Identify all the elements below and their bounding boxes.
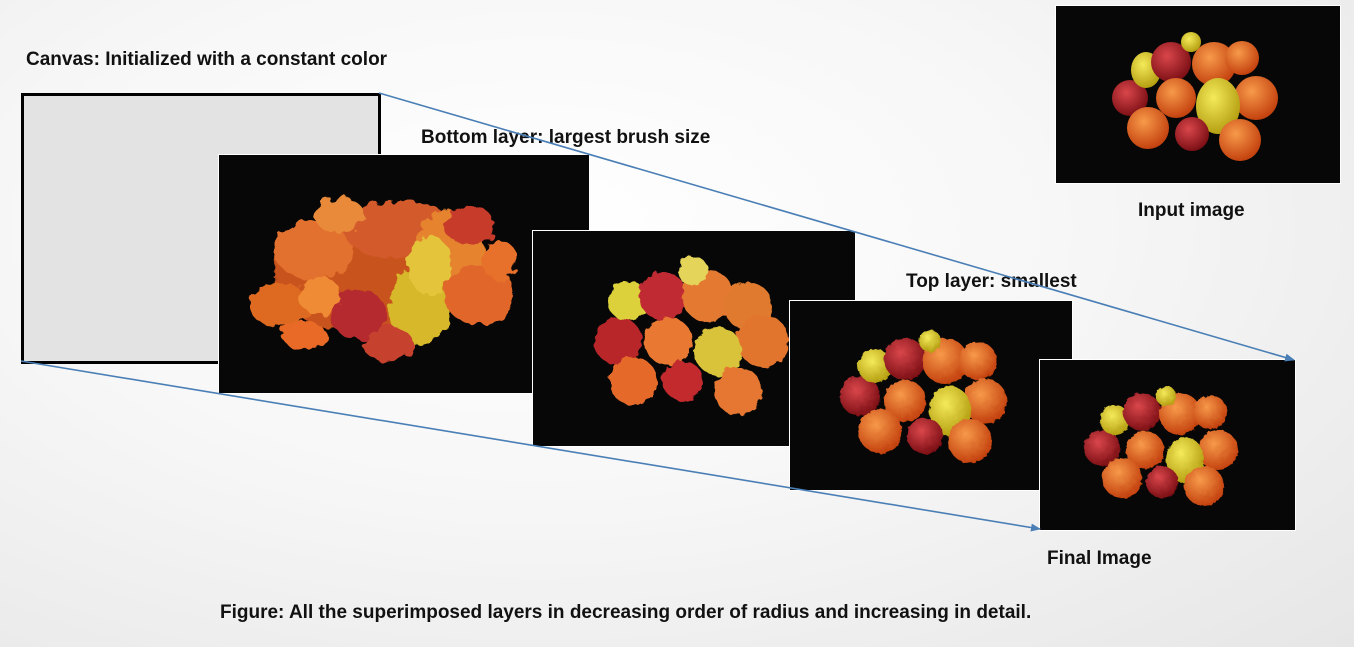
top-layer-image	[840, 330, 1007, 463]
canvas-label: Canvas: Initialized with a constant colo…	[26, 49, 388, 70]
top-layer-panel	[790, 301, 1072, 490]
top-layer-label: Top layer: smallest	[906, 271, 1077, 292]
input-image-label: Input image	[1138, 200, 1245, 221]
final-image-label: Final Image	[1047, 548, 1152, 569]
figure-caption: Figure: All the superimposed layers in d…	[220, 602, 1032, 623]
final-image	[1084, 386, 1238, 506]
bottom-layer-label: Bottom layer: largest brush size	[421, 127, 711, 148]
final-image-panel	[1040, 360, 1295, 530]
input-image-panel	[1056, 6, 1340, 183]
input-image	[1112, 32, 1278, 161]
